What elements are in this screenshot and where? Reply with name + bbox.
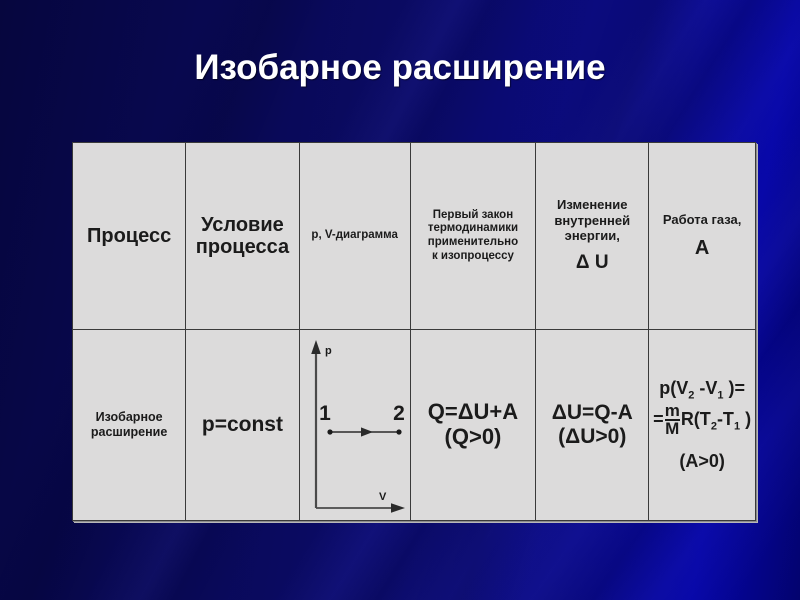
condition-value: p=const — [201, 412, 283, 436]
header-condition-line1: Условие — [201, 213, 284, 236]
header-first-law-line1: Первый закон — [432, 208, 514, 221]
cell-internal-energy-equation: ΔU=Q-A (ΔU>0) — [535, 329, 650, 521]
table-row: Изобарное расширение p=const — [71, 329, 756, 521]
work-l1-sub2: 1 — [717, 389, 724, 402]
header-internal-energy-line3: энергии, — [564, 228, 620, 244]
header-first-law-line3: применительно — [427, 236, 519, 248]
work-l2-eq: = — [653, 408, 664, 429]
process-name-line2: расширение — [90, 425, 168, 439]
header-first-law-line4: к изопроцессу — [431, 249, 514, 262]
work-l1-c: )= — [723, 377, 746, 398]
work-l1-sub1: 2 — [688, 389, 695, 402]
pressure-axis-arrow-icon — [310, 340, 321, 354]
first-law-equation: Q=ΔU+A — [427, 399, 519, 425]
state-point-1-label: 1 — [319, 402, 331, 425]
header-pv-label: p, V-диаграмма — [311, 229, 398, 242]
isobaric-process-table: Процесс Условие процесса p, V-диаграмма … — [71, 142, 756, 521]
process-name-line1: Изобарное — [95, 410, 163, 424]
pv-diagram-svg: p V 1 2 — [310, 340, 405, 513]
cell-process-name: Изобарное расширение — [71, 329, 187, 521]
header-internal-energy-line2: внутренней — [554, 212, 631, 228]
state-point-2-marker — [396, 429, 402, 435]
cell-first-law-equation: Q=ΔU+A (Q>0) — [409, 329, 537, 521]
fraction-denominator: M — [664, 418, 680, 438]
cell-work-equation: p(V2 -V1 )= = m M R(T2-T1 ) (A>0) — [648, 329, 756, 521]
header-internal-energy-line1: Изменение — [557, 197, 628, 213]
work-condition: (A>0) — [679, 450, 725, 471]
cell-pv-diagram: p V 1 2 — [298, 329, 411, 521]
state-point-1-marker — [327, 429, 333, 435]
header-cell-first-law: Первый закон термодинамики применительно… — [409, 142, 537, 330]
work-l2-sub2: 1 — [733, 420, 741, 432]
internal-energy-condition: (ΔU>0) — [558, 425, 627, 448]
volume-axis-label: V — [379, 491, 387, 503]
header-cell-internal-energy: Изменение внутренней энергии, Δ U — [535, 142, 650, 330]
cell-condition: p=const — [185, 329, 300, 521]
table-header-row: Процесс Условие процесса p, V-диаграмма … — [71, 142, 756, 330]
work-equation-line1: p(V2 -V1 )= — [652, 378, 752, 403]
first-law-condition: (Q>0) — [444, 424, 502, 449]
header-cell-pv-diagram: p, V-диаграмма — [298, 142, 411, 330]
work-l2-sub1: 2 — [710, 420, 717, 432]
header-work-line1: Работа газа, — [662, 212, 742, 228]
work-l2-d: ) — [740, 408, 752, 429]
header-cell-process: Процесс — [71, 142, 187, 330]
header-internal-energy-symbol: Δ U — [575, 251, 609, 273]
work-l1-b: -V — [694, 377, 718, 398]
work-l2-b: R(T — [680, 408, 711, 429]
header-cell-condition: Условие процесса — [185, 142, 300, 330]
pressure-axis-label: p — [325, 345, 332, 357]
page-title: Изобарное расширение — [194, 48, 606, 87]
header-cell-work: Работа газа, A — [648, 142, 756, 330]
state-point-2-label: 2 — [393, 402, 405, 425]
header-work-symbol: A — [694, 236, 710, 259]
header-first-law-line2: термодинамики — [427, 222, 519, 235]
header-process-label: Процесс — [86, 224, 172, 247]
work-l1-a: p(V — [659, 377, 689, 398]
work-l2-c: -T — [716, 408, 734, 429]
header-condition-line2: процесса — [195, 236, 290, 258]
process-direction-arrow-icon — [360, 427, 373, 437]
internal-energy-equation: ΔU=Q-A — [551, 401, 633, 425]
work-equation-line2: = m M R(T2-T1 ) — [652, 400, 752, 438]
volume-axis-arrow-icon — [390, 503, 405, 513]
fraction-numerator: m — [664, 400, 680, 420]
